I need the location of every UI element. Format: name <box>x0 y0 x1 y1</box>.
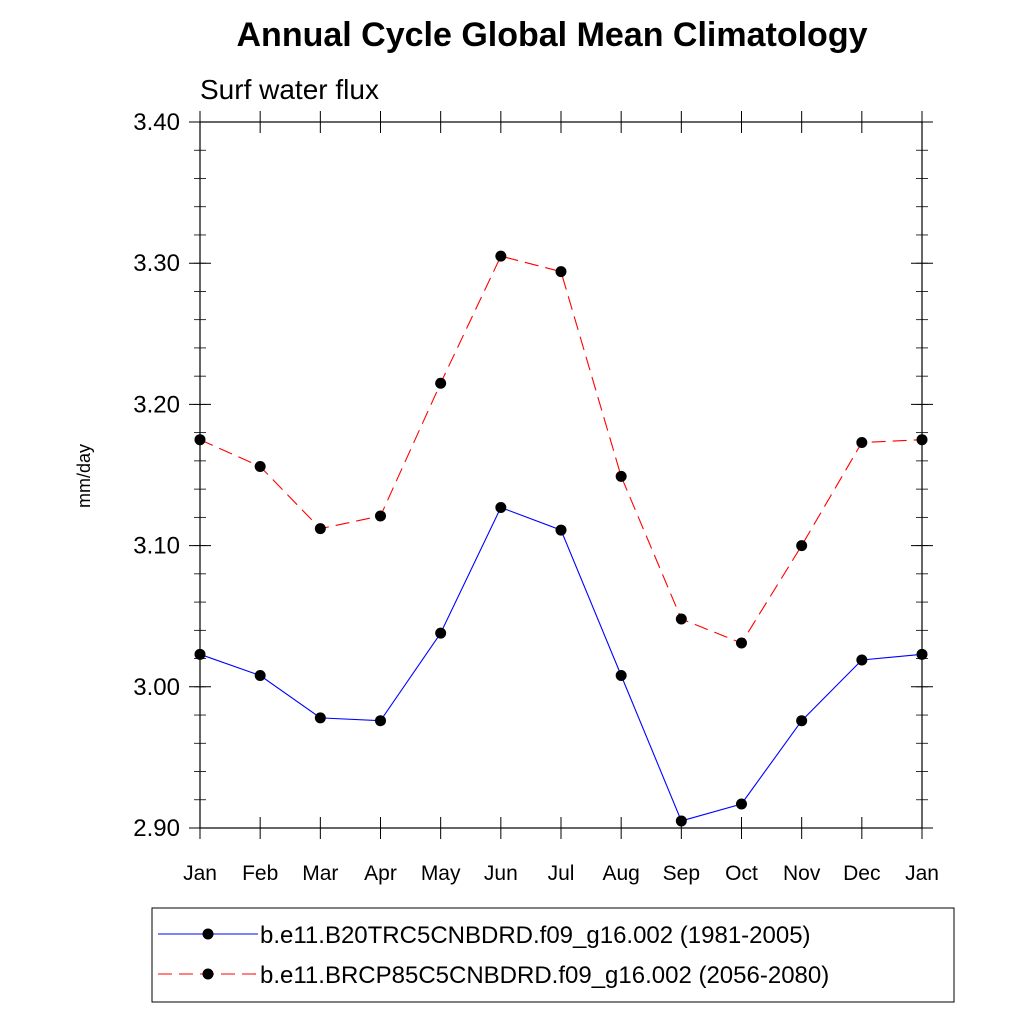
x-tick-label: Jan <box>905 862 939 885</box>
data-point <box>254 670 266 682</box>
y-axis-label: mm/day <box>74 444 94 508</box>
legend-marker <box>202 968 214 980</box>
y-tick-labels: 2.90 3.00 3.10 3.20 3.30 3.40 <box>133 109 180 842</box>
data-point <box>796 540 808 552</box>
data-point <box>736 637 747 649</box>
data-point <box>194 648 206 660</box>
data-point <box>495 501 507 513</box>
data-point <box>435 377 447 389</box>
legend <box>151 907 955 1003</box>
chart-title: Annual Cycle Global Mean Climatology <box>237 16 868 54</box>
data-point <box>796 715 808 727</box>
x-tick-label: Jul <box>548 862 575 885</box>
x-tick-label: Mar <box>302 862 338 885</box>
series-layer <box>194 250 928 827</box>
data-point <box>314 712 326 724</box>
y-tick-label: 3.00 <box>133 674 180 701</box>
legend-label: b.e11.B20TRC5CNBDRD.f09_g16.002 (1981-20… <box>260 922 811 949</box>
data-point <box>736 798 747 810</box>
x-tick-label: Oct <box>725 862 758 885</box>
data-point <box>314 523 326 535</box>
data-point <box>495 250 507 262</box>
legend-label: b.e11.BRCP85C5CNBDRD.f09_g16.002 (2056-2… <box>260 962 829 989</box>
x-tick-label: Apr <box>364 862 397 885</box>
data-point <box>254 461 266 473</box>
data-point <box>916 434 928 446</box>
y-tick-label: 3.30 <box>133 250 180 277</box>
y-tick-label: 2.90 <box>133 815 180 842</box>
x-tick-labels: Jan Feb Mar Apr May Jun Jul Aug Sep Oct Nov Dec Jan <box>183 862 939 885</box>
data-point <box>194 434 206 446</box>
x-tick-label: Aug <box>602 862 639 885</box>
data-point <box>615 670 627 682</box>
data-point <box>856 437 868 449</box>
x-tick-label: Jan <box>183 862 217 885</box>
series-line-2 <box>199 255 923 644</box>
legend-marker <box>202 928 214 940</box>
data-point <box>555 266 567 278</box>
data-point <box>916 648 928 660</box>
series-line-1 <box>199 506 923 822</box>
data-point <box>615 470 627 482</box>
data-point <box>675 613 687 625</box>
y-tick-label: 3.10 <box>133 533 180 560</box>
plot-frame <box>199 121 923 829</box>
axis-ticks <box>189 111 933 839</box>
x-tick-label: Sep <box>663 862 700 885</box>
x-tick-label: Nov <box>783 862 821 885</box>
data-point <box>856 654 868 666</box>
x-tick-label: Feb <box>242 862 278 885</box>
data-point <box>435 627 447 639</box>
x-tick-label: May <box>421 862 461 885</box>
data-point <box>375 510 386 522</box>
chart-subtitle: Surf water flux <box>200 74 379 105</box>
data-point <box>675 815 687 827</box>
x-tick-label: Jun <box>484 862 518 885</box>
legend-items: b.e11.B20TRC5CNBDRD.f09_g16.002 (1981-20… <box>158 922 829 989</box>
y-tick-label: 3.40 <box>133 109 180 136</box>
y-tick-label: 3.20 <box>133 391 180 418</box>
x-tick-label: Dec <box>843 862 880 885</box>
data-point <box>375 715 386 727</box>
data-point <box>555 524 567 536</box>
